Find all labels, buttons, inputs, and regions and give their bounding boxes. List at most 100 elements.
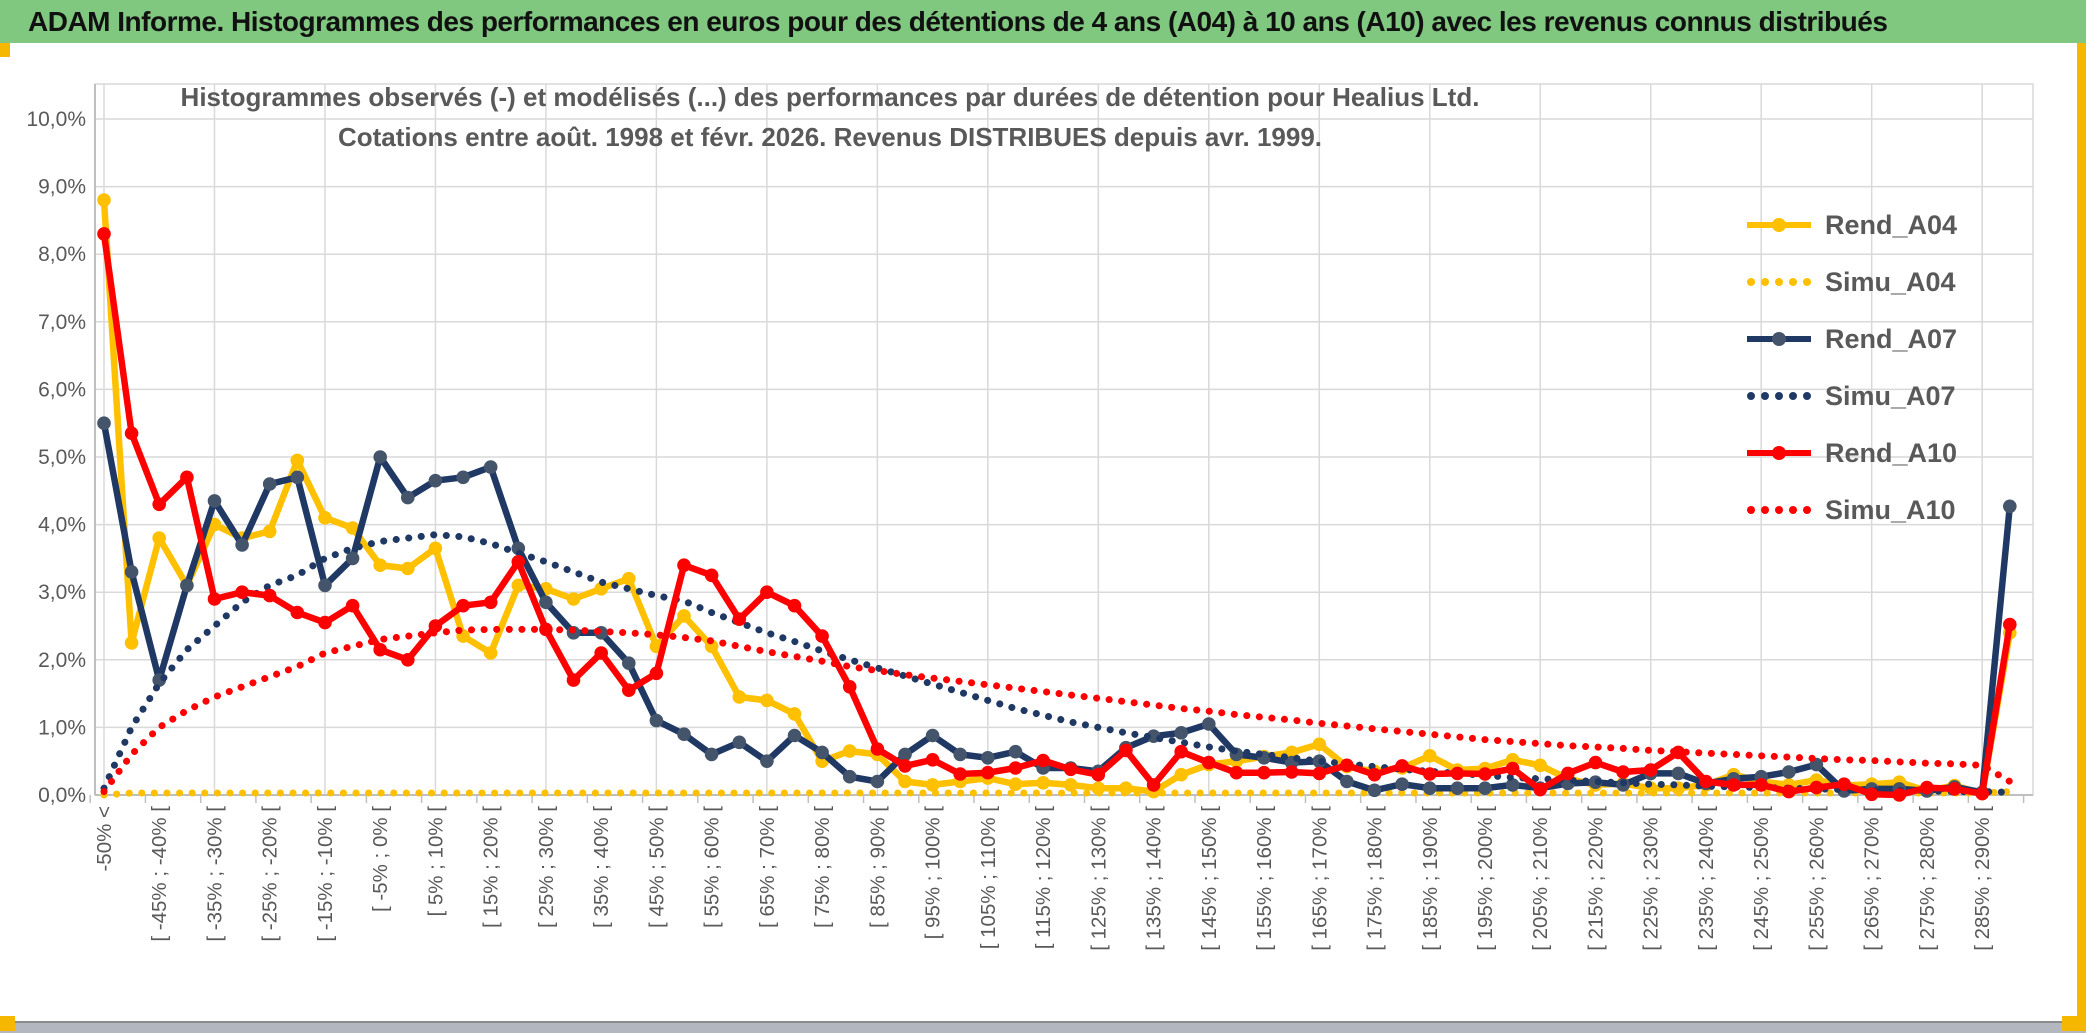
- series-marker-Rend_A04: [925, 778, 940, 792]
- series-marker-Rend_A04: [318, 511, 332, 525]
- series-marker-Rend_A10: [1616, 765, 1630, 779]
- x-axis-tick-label: [ 225% ; 230% [: [1640, 806, 1663, 951]
- series-marker-Rend_A10: [401, 653, 415, 667]
- series-marker-Rend_A07: [1008, 744, 1023, 759]
- series-marker-Rend_A10: [483, 595, 498, 610]
- x-axis-tick-label: [ 45% ; 50% [: [645, 806, 668, 928]
- series-marker-Rend_A04: [760, 693, 774, 708]
- x-axis-tick-label: [ 95% ; 100% [: [922, 806, 945, 940]
- series-marker-Rend_A10: [1920, 780, 1934, 795]
- legend-label: Rend_A04: [1825, 209, 1958, 240]
- dotted-line-sample-icon: [1747, 392, 1811, 400]
- series-marker-Rend_A10: [1505, 761, 1520, 776]
- series-marker-Rend_A07: [842, 769, 857, 784]
- x-axis-tick-label: -50% <: [93, 806, 116, 872]
- series-marker-Rend_A07: [401, 490, 415, 505]
- y-axis-tick-label: 4,0%: [38, 514, 86, 537]
- x-axis-tick-label: [ 175% ; 180% [: [1364, 806, 1387, 951]
- y-axis-tick-label: 8,0%: [38, 243, 86, 266]
- legend-label: Simu_A10: [1825, 494, 1956, 525]
- series-line-Simu_A07: [100, 531, 2014, 796]
- y-axis-tick-label: 2,0%: [38, 649, 86, 672]
- x-axis-tick-label: [ 5% ; 10% [: [424, 806, 447, 917]
- x-axis-tick-label: [ 125% ; 130% [: [1087, 806, 1110, 951]
- x-axis-tick-label: [ 65% ; 70% [: [756, 806, 779, 928]
- series-marker-Rend_A10: [649, 666, 664, 681]
- series-marker-Rend_A10: [456, 598, 470, 613]
- series-marker-Rend_A07: [483, 460, 498, 474]
- series-marker-Rend_A10: [1533, 782, 1547, 797]
- series-marker-Rend_A10: [1284, 765, 1299, 779]
- series-marker-Rend_A10: [1864, 787, 1879, 802]
- x-axis-tick-label: [ 265% ; 270% [: [1861, 806, 1884, 951]
- series-marker-Rend_A10: [1809, 780, 1824, 795]
- series-marker-Rend_A10: [124, 426, 139, 441]
- series-marker-Rend_A10: [97, 227, 111, 241]
- series-marker-Rend_A10: [207, 592, 222, 606]
- series-marker-Rend_A04: [97, 193, 111, 207]
- x-axis-tick-label: [ 115% ; 120% [: [1032, 806, 1055, 950]
- legend-item-Rend_A07[interactable]: Rend_A07: [1745, 319, 2045, 359]
- series-marker-Rend_A04: [124, 636, 139, 650]
- y-axis-tick-label: 10,0%: [26, 108, 86, 131]
- legend-item-Simu_A07[interactable]: Simu_A07: [1745, 376, 2045, 416]
- series-marker-Rend_A07: [373, 450, 388, 464]
- x-axis-tick-label: [ 155% ; 160% [: [1253, 806, 1276, 951]
- x-axis-tick-label: [ 105% ; 110% [: [977, 806, 1000, 950]
- legend-item-Simu_A10[interactable]: Simu_A10: [1745, 490, 2045, 530]
- series-marker-Rend_A10: [704, 568, 719, 583]
- series-marker-Rend_A04: [1063, 778, 1078, 792]
- series-marker-Rend_A10: [511, 555, 526, 569]
- series-line-Simu_A10: [100, 625, 2014, 796]
- x-axis-tick-label: [ 15% ; 20% [: [480, 806, 503, 928]
- series-marker-Rend_A10: [1146, 778, 1161, 792]
- series-marker-Rend_A04: [677, 609, 691, 623]
- bottom-scroll-strip[interactable]: [0, 1021, 2086, 1033]
- series-marker-Rend_A07: [345, 551, 360, 566]
- series-marker-Rend_A04: [152, 531, 166, 545]
- series-marker-Rend_A10: [1091, 767, 1106, 782]
- window-title-bar: ADAM Informe. Histogrammes des performan…: [0, 0, 2086, 43]
- series-marker-Rend_A07: [235, 538, 249, 552]
- x-axis-tick-label: [ 25% ; 30% [: [535, 806, 558, 928]
- series-marker-Rend_A10: [1754, 778, 1768, 792]
- series-marker-Rend_A07: [180, 578, 194, 593]
- series-marker-Rend_A10: [622, 683, 636, 697]
- series-marker-Rend_A07: [815, 745, 829, 760]
- series-marker-Rend_A07: [1505, 778, 1520, 792]
- series-marker-Rend_A04: [428, 541, 443, 556]
- series-marker-Rend_A07: [1367, 783, 1382, 798]
- x-axis-tick-label: [ -35% ; -30% [: [203, 806, 226, 942]
- series-marker-Rend_A10: [1643, 763, 1658, 777]
- series-marker-Rend_A10: [1892, 788, 1907, 802]
- legend-item-Simu_A04[interactable]: Simu_A04: [1745, 262, 2045, 302]
- series-marker-Rend_A10: [428, 619, 443, 633]
- series-marker-Rend_A10: [732, 612, 747, 626]
- x-axis-tick-label: [ 245% ; 250% [: [1750, 806, 1773, 951]
- series-marker-Rend_A10: [345, 598, 360, 613]
- x-axis-tick-label: [ 135% ; 140% [: [1143, 806, 1166, 951]
- x-axis-tick-label: [ 285% ; 290% [: [1971, 806, 1994, 951]
- series-marker-Rend_A10: [235, 585, 249, 599]
- series-marker-Rend_A04: [732, 690, 747, 704]
- legend-item-Rend_A04[interactable]: Rend_A04: [1745, 205, 2045, 245]
- series-marker-Rend_A10: [1257, 765, 1271, 780]
- series-marker-Rend_A04: [1036, 776, 1050, 790]
- series-marker-Rend_A10: [1395, 759, 1409, 773]
- series-marker-Rend_A07: [1450, 781, 1465, 795]
- legend-item-Rend_A10[interactable]: Rend_A10: [1745, 433, 2045, 473]
- series-marker-Rend_A10: [760, 585, 774, 599]
- x-axis-tick-label: [ 185% ; 190% [: [1419, 806, 1442, 951]
- series-marker-Rend_A10: [1036, 753, 1050, 768]
- x-axis-tick-label: [ -5% ; 0% [: [369, 806, 392, 912]
- series-marker-Rend_A07: [1782, 765, 1796, 779]
- series-marker-Rend_A07: [428, 473, 443, 488]
- series-marker-Rend_A10: [842, 680, 857, 694]
- dotted-line-sample-icon: [1747, 278, 1811, 286]
- series-marker-Rend_A10: [566, 673, 581, 687]
- series-marker-Rend_A07: [262, 477, 277, 491]
- series-marker-Rend_A10: [1063, 762, 1078, 777]
- series-marker-Rend_A10: [898, 759, 912, 773]
- series-marker-Rend_A04: [842, 744, 857, 758]
